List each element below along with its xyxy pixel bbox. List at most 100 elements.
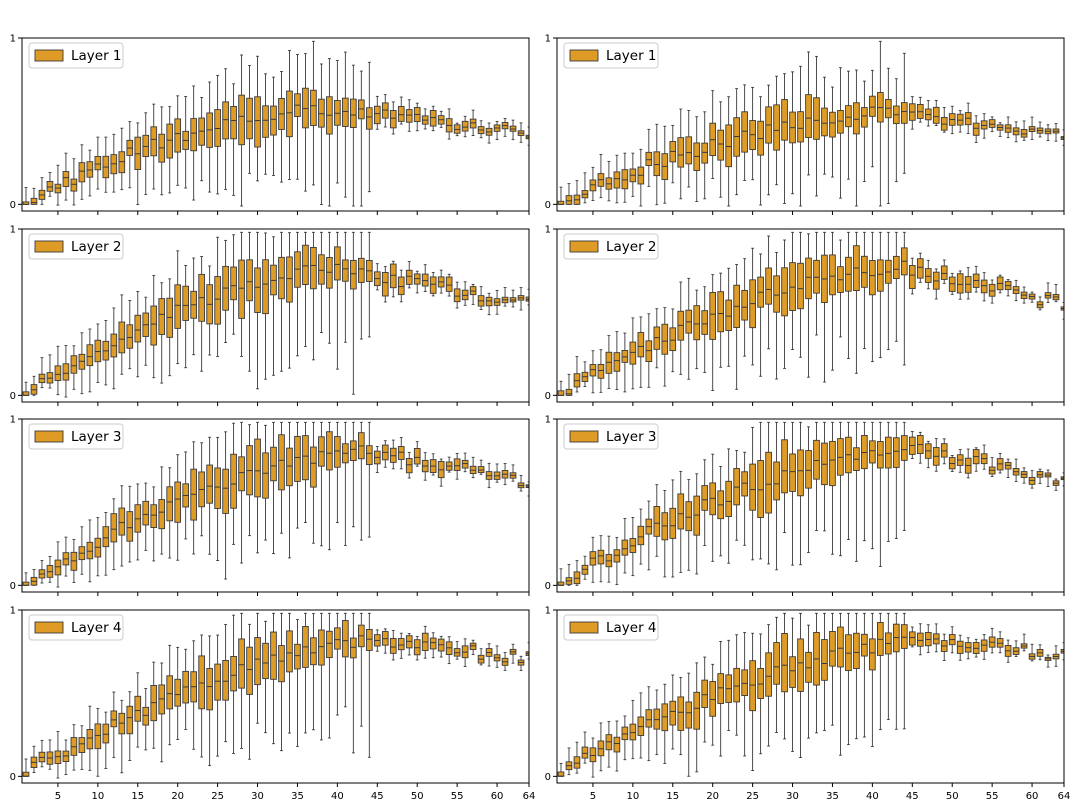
legend-swatch xyxy=(569,49,599,62)
box-27 xyxy=(765,421,772,565)
box-18 xyxy=(158,466,166,555)
box-body xyxy=(230,655,237,692)
box-13 xyxy=(118,485,126,567)
box-2 xyxy=(30,187,38,205)
box-29 xyxy=(781,73,788,204)
box-body xyxy=(861,107,868,128)
box-40 xyxy=(334,421,341,524)
box-27 xyxy=(230,422,237,545)
box-body xyxy=(845,634,852,672)
box-26 xyxy=(222,431,229,580)
box-3 xyxy=(38,739,46,768)
box-61 xyxy=(1036,468,1044,484)
box-body xyxy=(118,321,126,354)
box-21 xyxy=(182,95,190,189)
box-62 xyxy=(1044,654,1052,668)
box-body xyxy=(653,708,661,730)
box-38 xyxy=(853,612,860,740)
box-body xyxy=(869,440,876,464)
box-24 xyxy=(741,258,748,357)
box-57 xyxy=(469,456,477,479)
box-body xyxy=(565,388,573,396)
box-body xyxy=(589,747,597,763)
box-47 xyxy=(389,101,397,135)
box-6 xyxy=(62,739,70,776)
box-body xyxy=(908,631,916,646)
legend-label: Layer 2 xyxy=(71,239,122,255)
box-body xyxy=(78,737,86,753)
box-57 xyxy=(1004,279,1012,297)
box-62 xyxy=(509,119,517,141)
box-body xyxy=(613,549,621,563)
box-58 xyxy=(477,648,485,666)
panel-2: 0 1 Layer 1 xyxy=(545,34,1065,215)
box-55 xyxy=(988,627,996,654)
box-40 xyxy=(334,231,341,370)
box-5 xyxy=(54,541,62,588)
box-39 xyxy=(326,58,333,207)
box-50 xyxy=(948,455,956,472)
box-40 xyxy=(334,60,341,184)
box-body xyxy=(373,105,381,125)
box-58 xyxy=(1012,640,1020,657)
box-body xyxy=(429,637,437,650)
box-28 xyxy=(238,421,245,564)
box-body xyxy=(182,285,190,321)
box-35 xyxy=(829,231,836,371)
box-36 xyxy=(837,421,844,557)
box-19 xyxy=(166,278,174,377)
box-63 xyxy=(1052,645,1060,667)
panel-frame xyxy=(556,37,1065,212)
box-body xyxy=(318,629,325,666)
box-body xyxy=(693,495,701,536)
box-body xyxy=(988,119,996,128)
box-body xyxy=(310,446,317,488)
box-16 xyxy=(677,281,685,375)
box-body xyxy=(932,106,940,124)
legend-frame xyxy=(563,233,659,260)
box-body xyxy=(94,156,102,171)
box-body xyxy=(397,446,405,460)
box-31 xyxy=(262,232,269,380)
box-5 xyxy=(589,536,597,583)
x-tick-label: 15 xyxy=(131,791,144,802)
box-20 xyxy=(174,95,182,186)
box-17 xyxy=(150,486,158,562)
box-body xyxy=(573,571,581,585)
box-55 xyxy=(453,281,461,309)
legend: Layer 1 xyxy=(28,42,124,69)
box-52 xyxy=(429,105,437,132)
box-44 xyxy=(365,421,373,538)
box-42 xyxy=(885,231,892,351)
x-tick-label: 30 xyxy=(251,791,264,802)
box-8 xyxy=(78,144,86,200)
box-26 xyxy=(222,624,229,743)
x-tick-label: 45 xyxy=(371,791,384,802)
box-58 xyxy=(1012,458,1020,482)
box-31 xyxy=(797,65,804,207)
box-body xyxy=(174,118,182,153)
box-body xyxy=(805,94,812,139)
box-39 xyxy=(861,421,868,542)
legend-swatch xyxy=(569,430,599,443)
box-43 xyxy=(358,231,365,340)
box-body xyxy=(980,279,988,294)
box-body xyxy=(421,273,429,287)
box-7 xyxy=(605,335,613,389)
legend-swatch xyxy=(34,49,64,62)
panel-frame xyxy=(21,228,530,403)
box-22 xyxy=(725,639,732,731)
box-61 xyxy=(1036,296,1044,311)
box-45 xyxy=(908,96,916,130)
box-55 xyxy=(453,122,461,137)
box-16 xyxy=(677,108,685,200)
box-13 xyxy=(653,308,661,369)
box-16 xyxy=(677,470,685,573)
box-22 xyxy=(190,441,197,555)
box-12 xyxy=(110,133,118,193)
box-14 xyxy=(661,307,669,387)
box-54 xyxy=(445,636,453,665)
box-14 xyxy=(661,490,669,578)
box-body xyxy=(350,98,357,129)
legend: Layer 4 xyxy=(563,614,659,641)
